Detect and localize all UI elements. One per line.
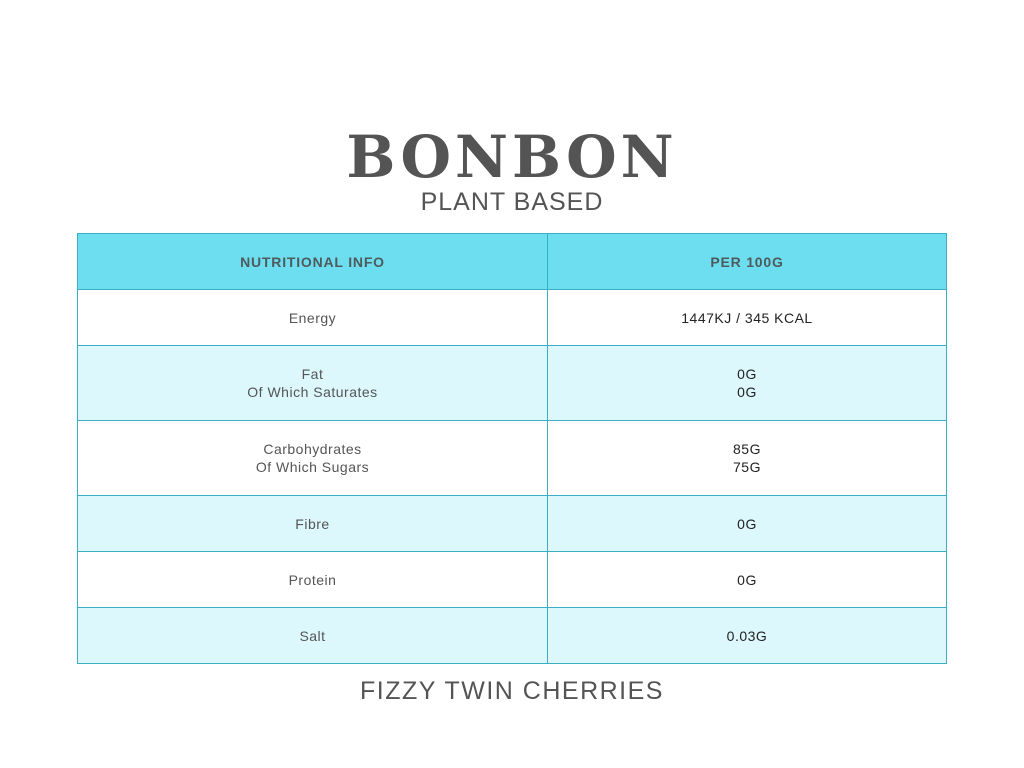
table-row: Protein 0G bbox=[77, 551, 947, 608]
table-row: Carbohydrates Of Which Sugars 85G 75G bbox=[77, 420, 947, 496]
value-cell: 0G bbox=[547, 551, 947, 608]
row-label: Salt bbox=[299, 627, 326, 644]
row-value: 0G bbox=[737, 366, 757, 382]
row-sublabel: Of Which Sugars bbox=[255, 459, 370, 475]
row-value: 85G bbox=[733, 441, 761, 457]
row-value: 0.03G bbox=[726, 627, 768, 644]
row-sublabel: Of Which Saturates bbox=[247, 384, 378, 400]
value-cell: 0G bbox=[547, 495, 947, 552]
value-cell: 0.03G bbox=[547, 607, 947, 664]
brand-logo: BONBON bbox=[346, 123, 678, 191]
value-cell: 1447KJ / 345 KCAL bbox=[547, 289, 947, 346]
row-value: 1447KJ / 345 KCAL bbox=[681, 309, 813, 326]
header-nutritional-info: NUTRITIONAL INFO bbox=[77, 233, 548, 290]
row-subvalue: 0G bbox=[737, 384, 757, 400]
label-cell: Protein bbox=[77, 551, 548, 608]
product-name: FIZZY TWIN CHERRIES bbox=[360, 677, 664, 705]
row-label: Fibre bbox=[295, 515, 330, 532]
row-value: 0G bbox=[737, 515, 757, 532]
label-cell: Energy bbox=[77, 289, 548, 346]
label-cell: Fibre bbox=[77, 495, 548, 552]
label-cell: Salt bbox=[77, 607, 548, 664]
brand-subtitle: PLANT BASED bbox=[420, 188, 604, 216]
row-label: Energy bbox=[288, 309, 337, 326]
label-cell: Fat Of Which Saturates bbox=[77, 345, 548, 421]
table-header-row: NUTRITIONAL INFO PER 100G bbox=[77, 233, 947, 290]
table-row: Fat Of Which Saturates 0G 0G bbox=[77, 345, 947, 421]
table-row: Salt 0.03G bbox=[77, 607, 947, 664]
row-label: Protein bbox=[288, 571, 337, 588]
table-row: Energy 1447KJ / 345 KCAL bbox=[77, 289, 947, 346]
row-value: 0G bbox=[737, 571, 757, 588]
row-subvalue: 75G bbox=[733, 459, 761, 475]
header-per-100g: PER 100G bbox=[547, 233, 947, 290]
table-row: Fibre 0G bbox=[77, 495, 947, 552]
value-cell: 85G 75G bbox=[547, 420, 947, 496]
nutrition-table: NUTRITIONAL INFO PER 100G Energy 1447KJ … bbox=[77, 233, 947, 664]
row-label: Fat bbox=[301, 366, 324, 382]
row-label: Carbohydrates bbox=[263, 441, 362, 457]
value-cell: 0G 0G bbox=[547, 345, 947, 421]
label-cell: Carbohydrates Of Which Sugars bbox=[77, 420, 548, 496]
